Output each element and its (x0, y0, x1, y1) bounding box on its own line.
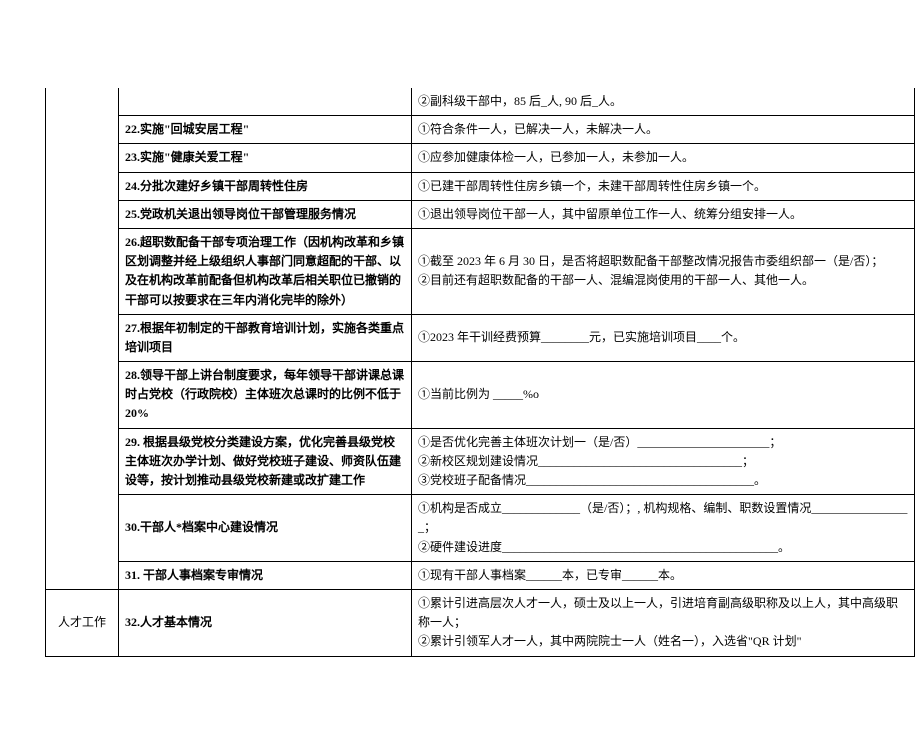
item-cell-23: 23.实施"健康关爱工程" (119, 144, 412, 172)
item-cell-25: 25.党政机关退出领导岗位干部管理服务情况 (119, 200, 412, 228)
desc-cell-0: ②副科级干部中，85 后_人, 90 后_人。 (412, 88, 915, 116)
category-cell-empty (46, 88, 119, 589)
item-cell-29: 29. 根据县级党校分类建设方案，优化完善县级党校主体班次办学计划、做好党校班子… (119, 428, 412, 495)
item-cell-24: 24.分批次建好乡镇干部周转性住房 (119, 172, 412, 200)
desc-cell-32: ①累计引进高层次人才一人，硕士及以上一人，引进培育副高级职称及以上人，其中高级职… (412, 589, 915, 656)
desc-cell-30: ①机构是否成立_____________（是/否）；, 机构规格、编制、职数设置… (412, 495, 915, 562)
desc-cell-23: ①应参加健康体检一人，已参加一人，未参加一人。 (412, 144, 915, 172)
desc-cell-22: ①符合条件一人，已解决一人，未解决一人。 (412, 116, 915, 144)
desc-cell-25: ①退出领导岗位干部一人，其中留原单位工作一人、统筹分组安排一人。 (412, 200, 915, 228)
desc-cell-29: ①是否优化完善主体班次计划一（是/否）_____________________… (412, 428, 915, 495)
item-cell-31: 31. 干部人事档案专审情况 (119, 561, 412, 589)
item-cell-cont (119, 88, 412, 116)
item-cell-28: 28.领导干部上讲台制度要求，每年领导干部讲课总课时占党校（行政院校）主体班次总… (119, 362, 412, 429)
item-cell-32: 32.人才基本情况 (119, 589, 412, 656)
category-cell-talent: 人才工作 (46, 589, 119, 656)
desc-cell-31: ①现有干部人事档案______本，已专审______本。 (412, 561, 915, 589)
desc-cell-26: ①截至 2023 年 6 月 30 日，是否将超职数配备干部整改情况报告市委组织… (412, 228, 915, 314)
item-cell-30: 30.干部人*档案中心建设情况 (119, 495, 412, 562)
desc-cell-24: ①已建干部周转性住房乡镇一个，未建干部周转性住房乡镇一个。 (412, 172, 915, 200)
item-cell-27: 27.根据年初制定的干部教育培训计划，实施各类重点培训项目 (119, 314, 412, 361)
document-table: ②副科级干部中，85 后_人, 90 后_人。 22.实施"回城安居工程" ①符… (45, 88, 915, 657)
desc-cell-27: ①2023 年干训经费预算________元，已实施培训项目____个。 (412, 314, 915, 361)
item-cell-22: 22.实施"回城安居工程" (119, 116, 412, 144)
item-cell-26: 26.超职数配备干部专项治理工作（因机构改革和乡镇区划调整并经上级组织人事部门同… (119, 228, 412, 314)
desc-cell-28: ①当前比例为 _____%o (412, 362, 915, 429)
